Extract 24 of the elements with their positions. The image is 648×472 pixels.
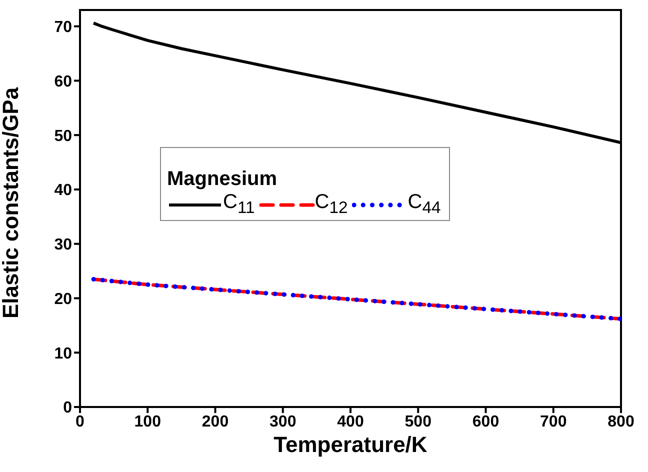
line-series (92, 22, 621, 144)
y-tick-label: 20 (54, 290, 72, 308)
x-tick-label: 200 (202, 413, 229, 430)
x-tick-label: 800 (608, 413, 634, 430)
x-tick-label: 600 (472, 413, 500, 430)
y-tick-label: 10 (54, 345, 72, 362)
y-tick-label: 0 (63, 400, 72, 417)
y-tick-label: 50 (54, 128, 72, 145)
y-axis-title: Elastic constants/GPa (0, 86, 23, 318)
x-axis-title: Temperature/K (274, 432, 428, 457)
y-tick-label: 70 (54, 18, 72, 36)
legend-label: C$_{11}$ (223, 191, 255, 218)
x-tick-label: 700 (540, 413, 567, 430)
x-tick-label: 400 (337, 413, 364, 430)
x-tick-label: 500 (404, 413, 432, 430)
legend-label: C$_{44}$ (408, 191, 441, 218)
x-tick-label: 0 (76, 413, 85, 430)
x-tick-label: 300 (270, 413, 296, 430)
y-tick-label: 60 (54, 73, 72, 90)
legend-label: C$_{12}$ (314, 191, 348, 218)
x-tick-label: 100 (134, 413, 162, 430)
legend-title: Magnesium (167, 168, 278, 191)
y-tick-label: 40 (54, 182, 72, 200)
y-tick-label: 30 (54, 236, 72, 254)
